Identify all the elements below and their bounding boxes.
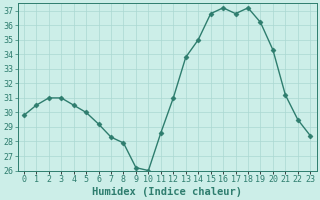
- X-axis label: Humidex (Indice chaleur): Humidex (Indice chaleur): [92, 186, 242, 197]
